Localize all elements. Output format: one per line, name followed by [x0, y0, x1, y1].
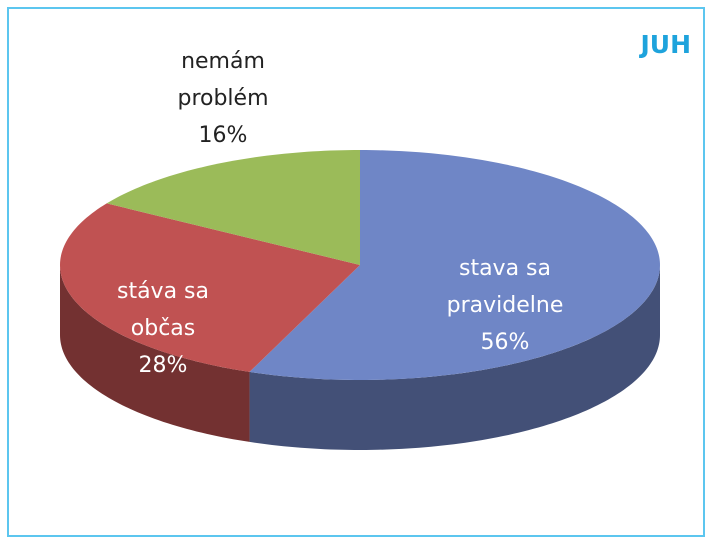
slice [60, 203, 361, 372]
chart-title: JUH [640, 30, 691, 59]
frame [7, 7, 705, 537]
slice-label: stáva sa občas 28% [88, 273, 238, 384]
slice-side [249, 265, 661, 450]
slice-label: nemám problém 16% [158, 43, 288, 154]
category-label: stáva sa občas [116, 279, 209, 341]
slice [249, 150, 660, 380]
value-label: 28% [138, 353, 188, 378]
slice [106, 150, 360, 265]
category-label: nemám problém [177, 49, 269, 111]
value-label: 16% [198, 123, 248, 148]
slice-side [60, 265, 250, 442]
slice-label: stava sa pravidelne 56% [430, 250, 580, 361]
value-label: 56% [480, 330, 530, 355]
category-label: stava sa pravidelne [446, 256, 564, 318]
